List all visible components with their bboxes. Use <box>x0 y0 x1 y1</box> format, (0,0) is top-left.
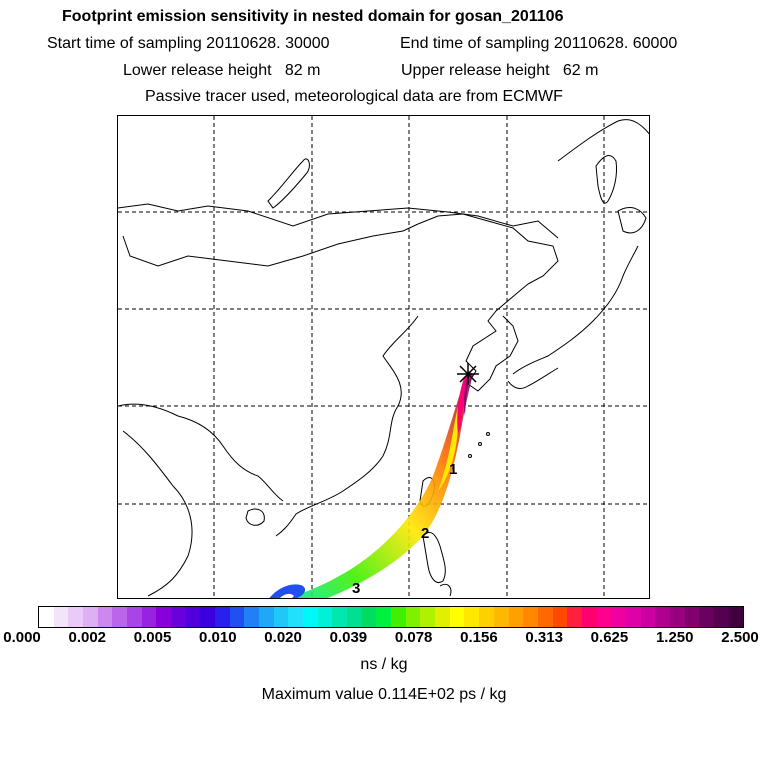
sampling-start: Start time of sampling 20110628. 30000 <box>47 35 330 52</box>
colorbar-swatch <box>449 607 465 627</box>
colorbar <box>38 606 744 628</box>
colorbar-swatch <box>640 607 656 627</box>
colorbar-swatch <box>273 607 289 627</box>
lower-release-height: Lower release height 82 m <box>123 62 321 79</box>
colorbar-swatch <box>567 607 582 627</box>
colorbar-tick-label: 0.313 <box>525 629 563 646</box>
colorbar-tick-label: 1.250 <box>655 629 694 646</box>
colorbar-swatch <box>39 607 54 627</box>
sampling-end: End time of sampling 20110628. 60000 <box>400 35 678 52</box>
trajectory-label-3: 3 <box>352 580 360 597</box>
colorbar-swatch <box>728 607 744 627</box>
colorbar-swatch <box>596 607 612 627</box>
colorbar-swatch <box>127 607 142 627</box>
colorbar-swatch <box>523 607 538 627</box>
maximum-value: Maximum value 0.114E+02 ps / kg <box>261 686 507 703</box>
colorbar-swatch <box>200 607 216 627</box>
colorbar-swatch <box>435 607 450 627</box>
colorbar-tick-label: 0.002 <box>68 629 107 646</box>
colorbar-swatch <box>405 607 421 627</box>
emission-plume <box>269 371 473 598</box>
footprint-map: 1 2 3 <box>117 115 650 599</box>
colorbar-swatch <box>229 607 245 627</box>
colorbar-swatch <box>479 607 494 627</box>
colorbar-swatch <box>156 607 172 627</box>
colorbar-tick-label: 0.005 <box>133 629 172 646</box>
tracer-note: Passive tracer used, meteorological data… <box>145 88 563 105</box>
coastlines <box>118 119 649 597</box>
trajectory-label-2: 2 <box>421 525 429 542</box>
colorbar-swatch <box>244 607 260 627</box>
colorbar-tick-label: 0.078 <box>394 629 433 646</box>
colorbar-swatch <box>332 607 348 627</box>
colorbar-swatch <box>508 607 524 627</box>
colorbar-tick-label: 0.010 <box>199 629 237 646</box>
colorbar-swatch <box>552 607 568 627</box>
colorbar-unit: ns / kg <box>360 656 408 673</box>
colorbar-swatch <box>669 607 685 627</box>
colorbar-swatch <box>317 607 333 627</box>
colorbar-swatch <box>288 607 304 627</box>
colorbar-tick-label: 0.000 <box>3 629 41 646</box>
colorbar-swatch <box>141 607 157 627</box>
colorbar-tick-label: 0.039 <box>329 629 368 646</box>
colorbar-swatch <box>215 607 230 627</box>
colorbar-swatch <box>464 607 480 627</box>
colorbar-swatch <box>581 607 597 627</box>
colorbar-swatch <box>171 607 186 627</box>
colorbar-swatch <box>361 607 377 627</box>
colorbar-swatch <box>185 607 201 627</box>
colorbar-swatch <box>259 607 274 627</box>
colorbar-tick-label: 2.500 <box>721 629 759 646</box>
colorbar-swatch <box>391 607 406 627</box>
colorbar-swatch <box>684 607 700 627</box>
colorbar-swatch <box>112 607 128 627</box>
colorbar-swatch <box>655 607 670 627</box>
trajectory-label-1: 1 <box>449 461 457 478</box>
colorbar-swatch <box>537 607 553 627</box>
colorbar-swatch <box>376 607 392 627</box>
colorbar-swatch <box>625 607 641 627</box>
colorbar-swatch <box>699 607 714 627</box>
colorbar-swatch <box>493 607 509 627</box>
colorbar-swatch <box>303 607 318 627</box>
colorbar-swatch <box>53 607 69 627</box>
figure-title: Footprint emission sensitivity in nested… <box>62 8 564 25</box>
colorbar-swatch <box>83 607 98 627</box>
colorbar-swatch <box>611 607 626 627</box>
colorbar-swatch <box>68 607 84 627</box>
upper-release-height: Upper release height 62 m <box>401 62 599 79</box>
colorbar-swatch <box>347 607 362 627</box>
colorbar-tick-label: 0.020 <box>264 629 302 646</box>
colorbar-swatch <box>713 607 729 627</box>
release-site-star <box>457 363 479 385</box>
colorbar-swatch <box>420 607 436 627</box>
colorbar-swatch <box>97 607 113 627</box>
lat-lon-grid <box>118 116 649 598</box>
colorbar-tick-label: 0.625 <box>590 629 629 646</box>
colorbar-tick-label: 0.156 <box>460 629 498 646</box>
